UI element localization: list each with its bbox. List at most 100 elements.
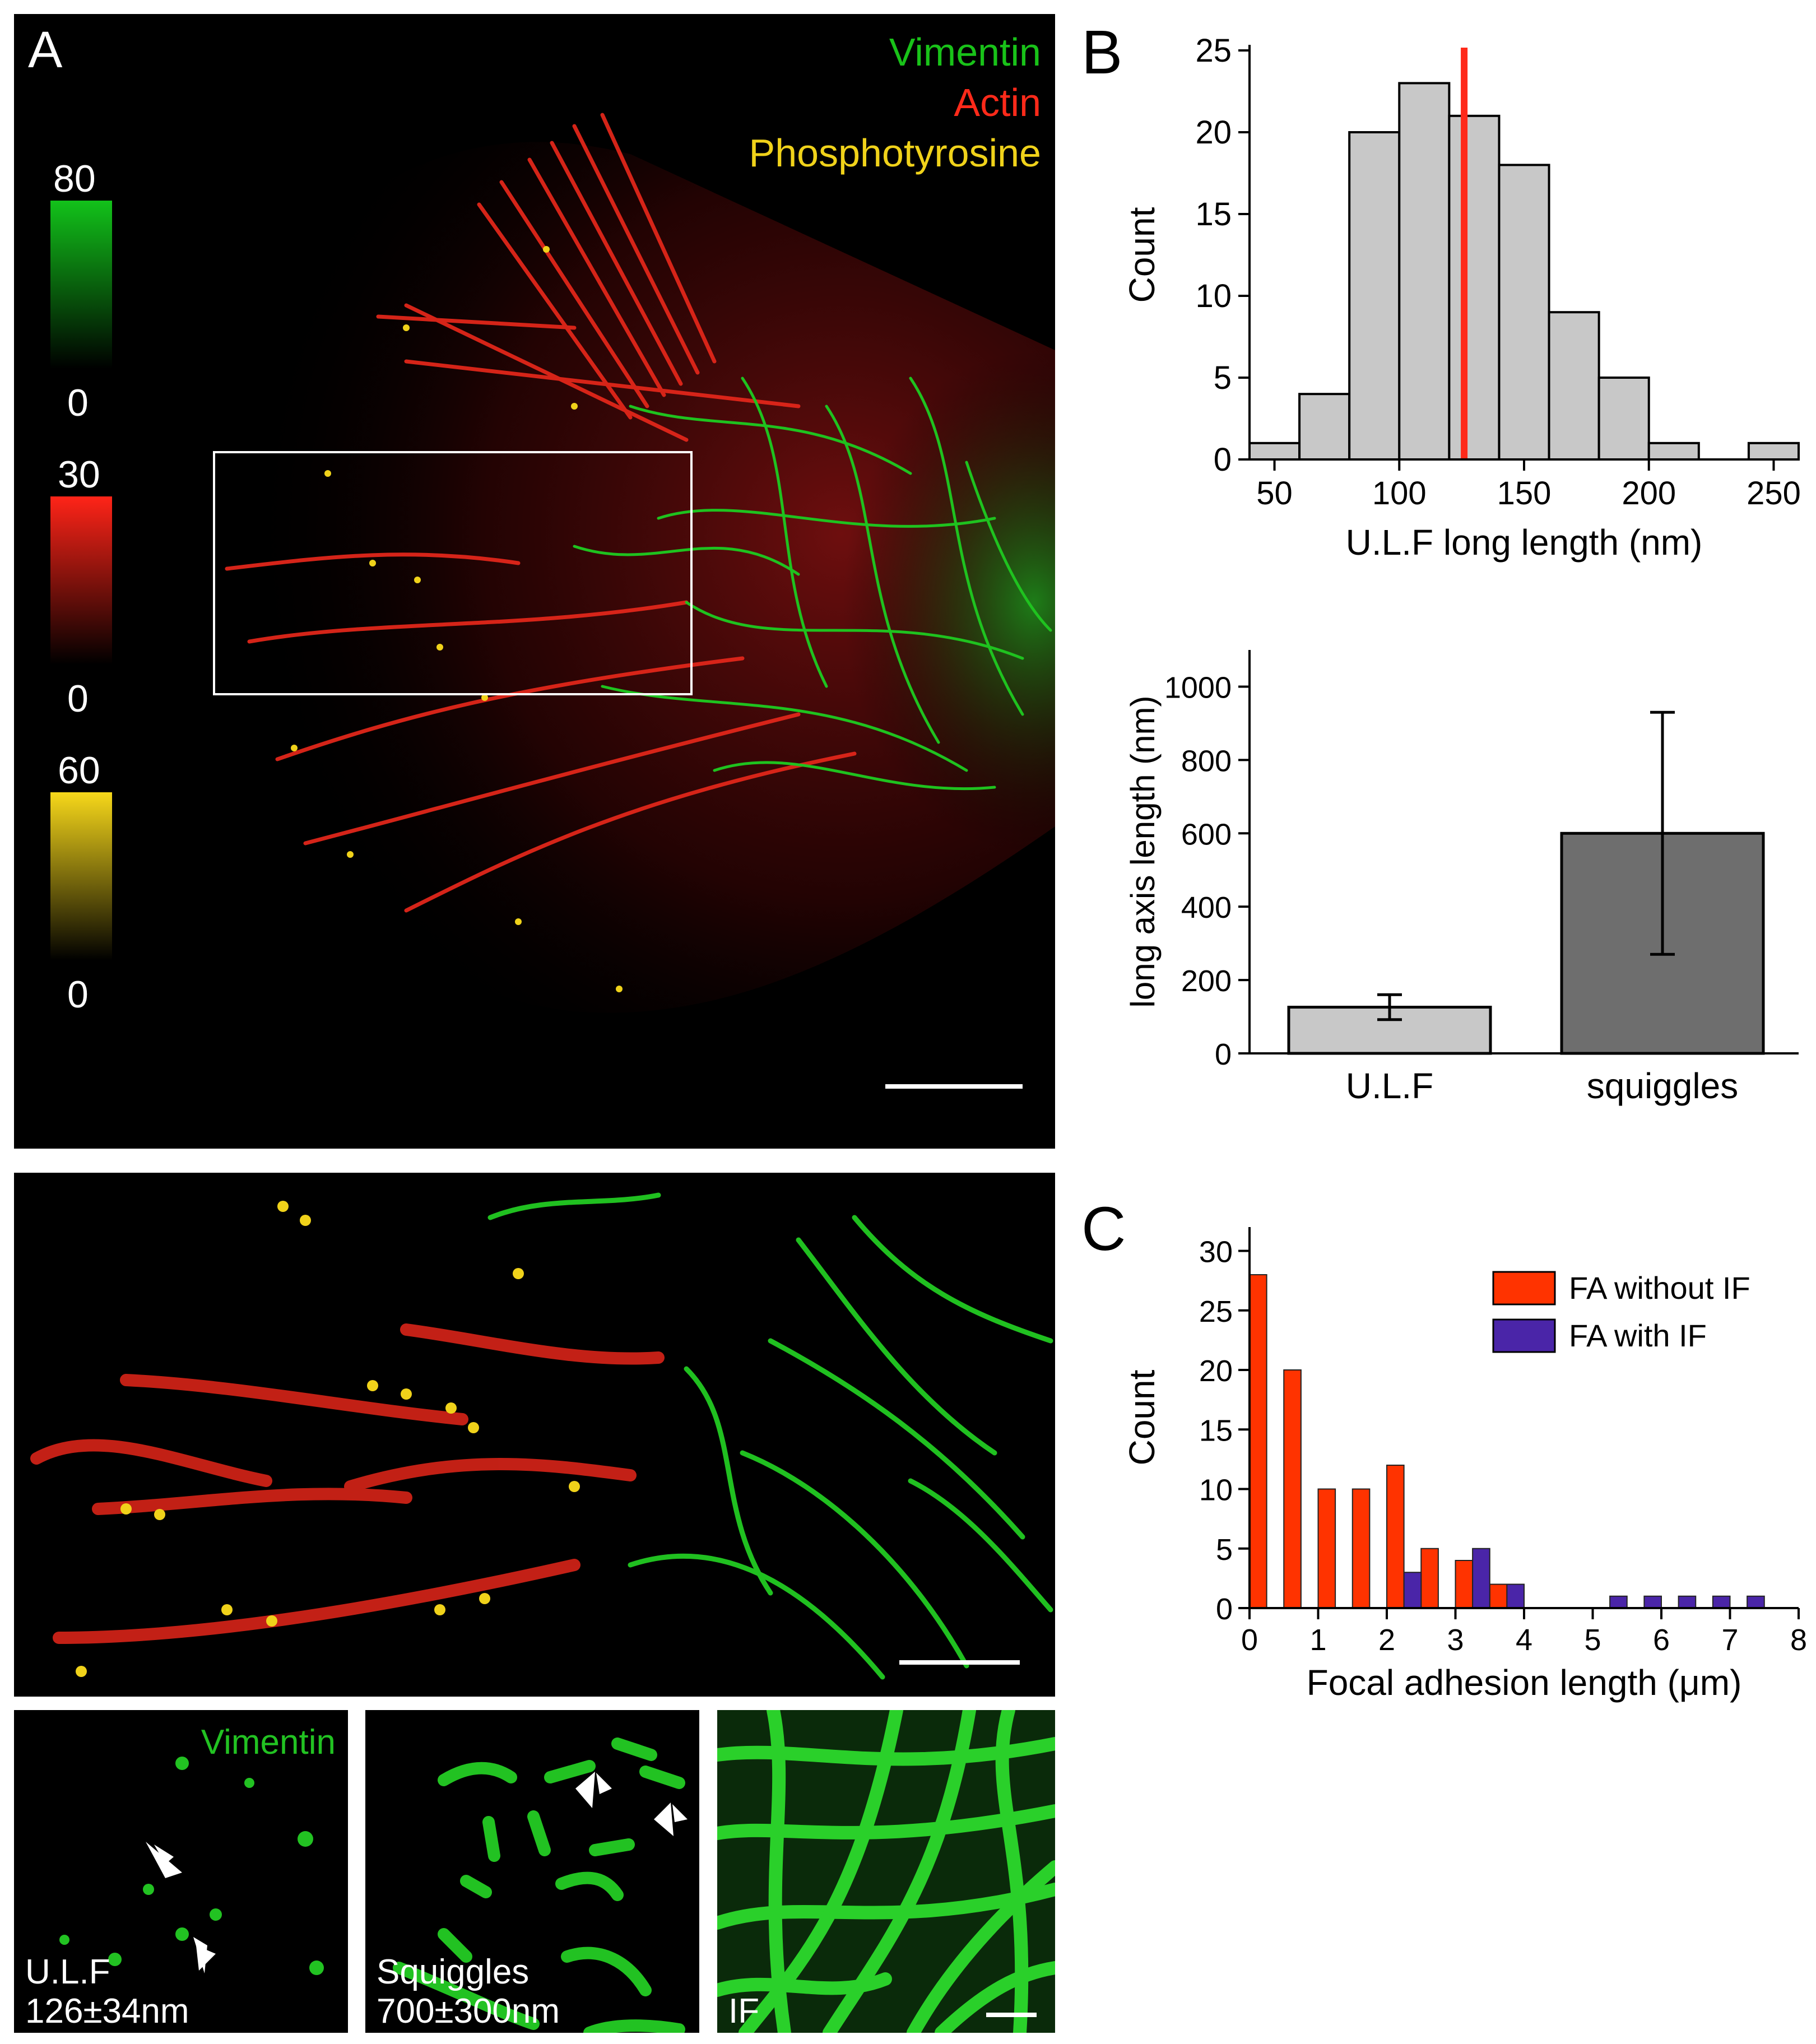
- hist-bar-5: [1498, 164, 1550, 461]
- chart-focal-adhesion: 0 5 10 15 20 25 30 0 1 2 3 4 5 6 7 8 Focal adhesion leng…: [1122, 1227, 1807, 1703]
- hist-ytick-label-4: 20: [1195, 114, 1232, 151]
- fa-bar-s0-6: [1455, 1560, 1474, 1609]
- fa-xlabel: Focal adhesion length (μm): [1307, 1662, 1742, 1703]
- fa-xtick-label-1: 1: [1309, 1623, 1326, 1657]
- inset-squiggles: Squiggles 700±300nm: [365, 1710, 699, 2033]
- fa-xtick-label-4: 4: [1516, 1623, 1532, 1657]
- fa-bar-s1-5: [1678, 1595, 1697, 1609]
- hist-ytick-label-3: 15: [1195, 196, 1232, 233]
- fa-bar-s1-3: [1609, 1595, 1628, 1609]
- bar-category-label-0: U.L.F: [1346, 1066, 1433, 1106]
- colorbar-actin-bottom: 0: [67, 677, 89, 720]
- main-micrograph: A Vimentin Actin Phosphotyrosine 80 0 30…: [14, 14, 1055, 1149]
- fa-ytick-label-3: 15: [1199, 1414, 1233, 1447]
- main-micrograph-art: [199, 113, 1055, 1013]
- inset-if-art: [717, 1710, 1055, 2033]
- inset-squiggles-art: [393, 1738, 688, 2033]
- inset-ulf-channel: Vimentin: [201, 1723, 336, 1762]
- colorbar-actin-top: 30: [58, 453, 100, 496]
- scale-bar-zoom: [899, 1660, 1020, 1665]
- inset-ulf-art: [59, 1757, 324, 1975]
- hist-bar-4: [1448, 114, 1501, 461]
- zoom-micrograph: [14, 1173, 1055, 1697]
- colorbar-phospho-bottom: 0: [67, 973, 89, 1016]
- legend-actin: Actin: [954, 81, 1041, 124]
- fa-xtick-label-6: 6: [1653, 1623, 1670, 1657]
- bar-ytick-label-4: 800: [1181, 744, 1232, 778]
- fa-xtick-label-2: 2: [1378, 1623, 1395, 1657]
- scale-bar-inset: [986, 2013, 1037, 2017]
- hist-xtick-label-0: 50: [1256, 475, 1293, 512]
- colorbar-vimentin-bottom: 0: [67, 382, 89, 424]
- fa-xtick-label-5: 5: [1584, 1623, 1601, 1657]
- hist-xlabel: U.L.F long length (nm): [1346, 522, 1703, 563]
- fa-xtick-label-0: 0: [1241, 1623, 1258, 1657]
- hist-bar-6: [1548, 311, 1600, 461]
- scale-bar-main: [885, 1084, 1023, 1089]
- fa-legend-label-0: FA without IF: [1569, 1270, 1750, 1306]
- inset-if: IF: [717, 1710, 1055, 2033]
- fa-xtick-label-8: 8: [1790, 1623, 1807, 1657]
- fa-bar-s1-6: [1712, 1595, 1731, 1609]
- fa-bar-s0-1: [1283, 1369, 1302, 1609]
- fa-ytick-label-4: 20: [1199, 1354, 1233, 1388]
- hist-xtick-label-2: 150: [1497, 475, 1552, 512]
- fa-bar-s1-7: [1747, 1595, 1765, 1609]
- fa-bar-s0-4: [1386, 1465, 1405, 1609]
- hist-xtick-label-3: 200: [1622, 475, 1676, 512]
- fa-legend-label-1: FA with IF: [1569, 1318, 1707, 1353]
- bar-ytick-label-1: 200: [1181, 964, 1232, 998]
- fa-ytick-label-5: 25: [1199, 1295, 1233, 1328]
- fa-bar-s1-2: [1506, 1583, 1525, 1609]
- hist-ytick-label-0: 0: [1214, 442, 1232, 478]
- fa-bar-s0-2: [1317, 1488, 1336, 1609]
- chart-ulf-histogram: 0 5 10 15 20 25 50 100 150 200 250 U.L.F long lengt…: [1122, 32, 1801, 563]
- bar-ytick-label-3: 600: [1181, 817, 1232, 851]
- hist-bar-0: [1248, 442, 1301, 461]
- panel-letter-b: B: [1081, 18, 1123, 87]
- inset-ulf-value: 126±34nm: [25, 1992, 189, 2031]
- roi-rectangle: [213, 451, 693, 695]
- panel-letter-c: C: [1081, 1195, 1126, 1263]
- fa-bar-s0-3: [1351, 1488, 1371, 1609]
- hist-ytick-label-5: 25: [1195, 32, 1232, 69]
- fa-bar-s1-1: [1472, 1548, 1490, 1609]
- fa-ylabel: Count: [1122, 1369, 1162, 1465]
- colorbar-phospho: [50, 792, 112, 960]
- inset-if-label: IF: [728, 1992, 760, 2031]
- legend-vimentin: Vimentin: [889, 30, 1041, 74]
- colorbar-vimentin-top: 80: [53, 157, 96, 200]
- fa-ytick-label-1: 5: [1216, 1533, 1233, 1567]
- fa-bar-s0-0: [1249, 1274, 1267, 1609]
- colorbar-actin: [50, 496, 112, 665]
- legend-phosphotyrosine: Phosphotyrosine: [749, 131, 1041, 175]
- zoom-micrograph-art: [30, 1192, 1053, 1680]
- hist-ytick-label-2: 10: [1195, 278, 1232, 314]
- bar-ytick-label-5: 1000: [1164, 671, 1232, 704]
- hist-bar-7: [1597, 377, 1650, 461]
- hist-bar-3: [1398, 82, 1451, 461]
- hist-xtick-label-1: 100: [1372, 475, 1427, 512]
- colorbar-phospho-top: 60: [58, 749, 100, 792]
- bar-ytick-label-0: 0: [1215, 1038, 1232, 1071]
- hist-bar-10: [1747, 442, 1800, 461]
- fa-xtick-label-7: 7: [1721, 1623, 1738, 1657]
- hist-ytick-label-1: 5: [1214, 360, 1232, 396]
- inset-ulf-label: U.L.F: [25, 1953, 110, 1991]
- bar-ytick-label-2: 400: [1181, 891, 1232, 925]
- bar-category-label-1: squiggles: [1587, 1066, 1738, 1106]
- fa-xtick-label-3: 3: [1447, 1623, 1464, 1657]
- fa-bar-s1-0: [1403, 1572, 1422, 1609]
- fa-ytick-label-6: 30: [1199, 1235, 1233, 1269]
- fa-bar-s0-5: [1420, 1548, 1439, 1609]
- hist-xtick-label-4: 250: [1747, 475, 1801, 512]
- fa-ytick-label-2: 10: [1199, 1474, 1233, 1507]
- panel-letter-a: A: [28, 21, 63, 78]
- inset-squiggles-value: 700±300nm: [377, 1992, 560, 2031]
- hist-bar-2: [1348, 131, 1401, 461]
- fa-bar-s1-4: [1643, 1595, 1662, 1609]
- bar-ylabel: long axis length (nm): [1124, 696, 1162, 1008]
- hist-ylabel: Count: [1122, 207, 1162, 303]
- fa-legend-swatch-0: [1492, 1271, 1556, 1306]
